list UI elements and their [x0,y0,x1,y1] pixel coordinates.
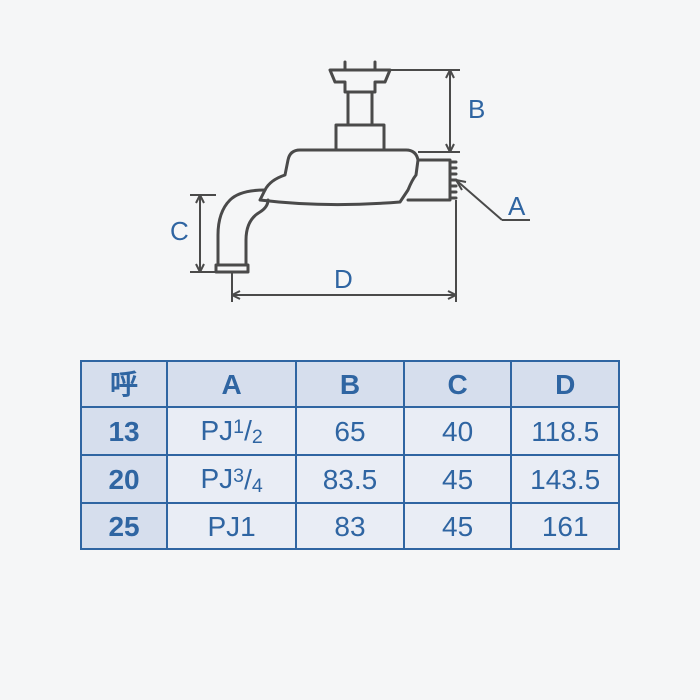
table-row: 20PJ3/483.545143.5 [81,455,619,503]
col-head-a: A [167,361,296,407]
col-head-c: C [404,361,512,407]
col-head-name: 呼 [81,361,167,407]
spec-table: 呼 A B C D 13PJ1/26540118.520PJ3/483.5451… [80,360,620,550]
cell-a: PJ3/4 [167,455,296,503]
cell-b: 83.5 [296,455,404,503]
cell-c: 45 [404,503,512,549]
cell-d: 143.5 [511,455,619,503]
spec-sheet: B A C [0,0,700,700]
dimension-b-label: B [468,94,485,124]
table-row: 13PJ1/26540118.5 [81,407,619,455]
dimension-d-label: D [334,264,353,294]
cell-b: 83 [296,503,404,549]
row-key: 13 [81,407,167,455]
cell-c: 40 [404,407,512,455]
faucet-diagram: B A C [150,40,550,320]
row-key: 25 [81,503,167,549]
spec-table-container: 呼 A B C D 13PJ1/26540118.520PJ3/483.5451… [80,360,620,550]
col-head-d: D [511,361,619,407]
table-body: 13PJ1/26540118.520PJ3/483.545143.525PJ18… [81,407,619,549]
table-header-row: 呼 A B C D [81,361,619,407]
dimension-a-label: A [508,191,526,221]
cell-c: 45 [404,455,512,503]
cell-b: 65 [296,407,404,455]
row-key: 20 [81,455,167,503]
cell-d: 118.5 [511,407,619,455]
table-row: 25PJ18345161 [81,503,619,549]
dimension-c [190,195,216,272]
dimension-c-label: C [170,216,189,246]
cell-a: PJ1 [167,503,296,549]
cell-a: PJ1/2 [167,407,296,455]
dimension-b [390,70,460,152]
cell-d: 161 [511,503,619,549]
faucet-outline [216,62,456,272]
col-head-b: B [296,361,404,407]
